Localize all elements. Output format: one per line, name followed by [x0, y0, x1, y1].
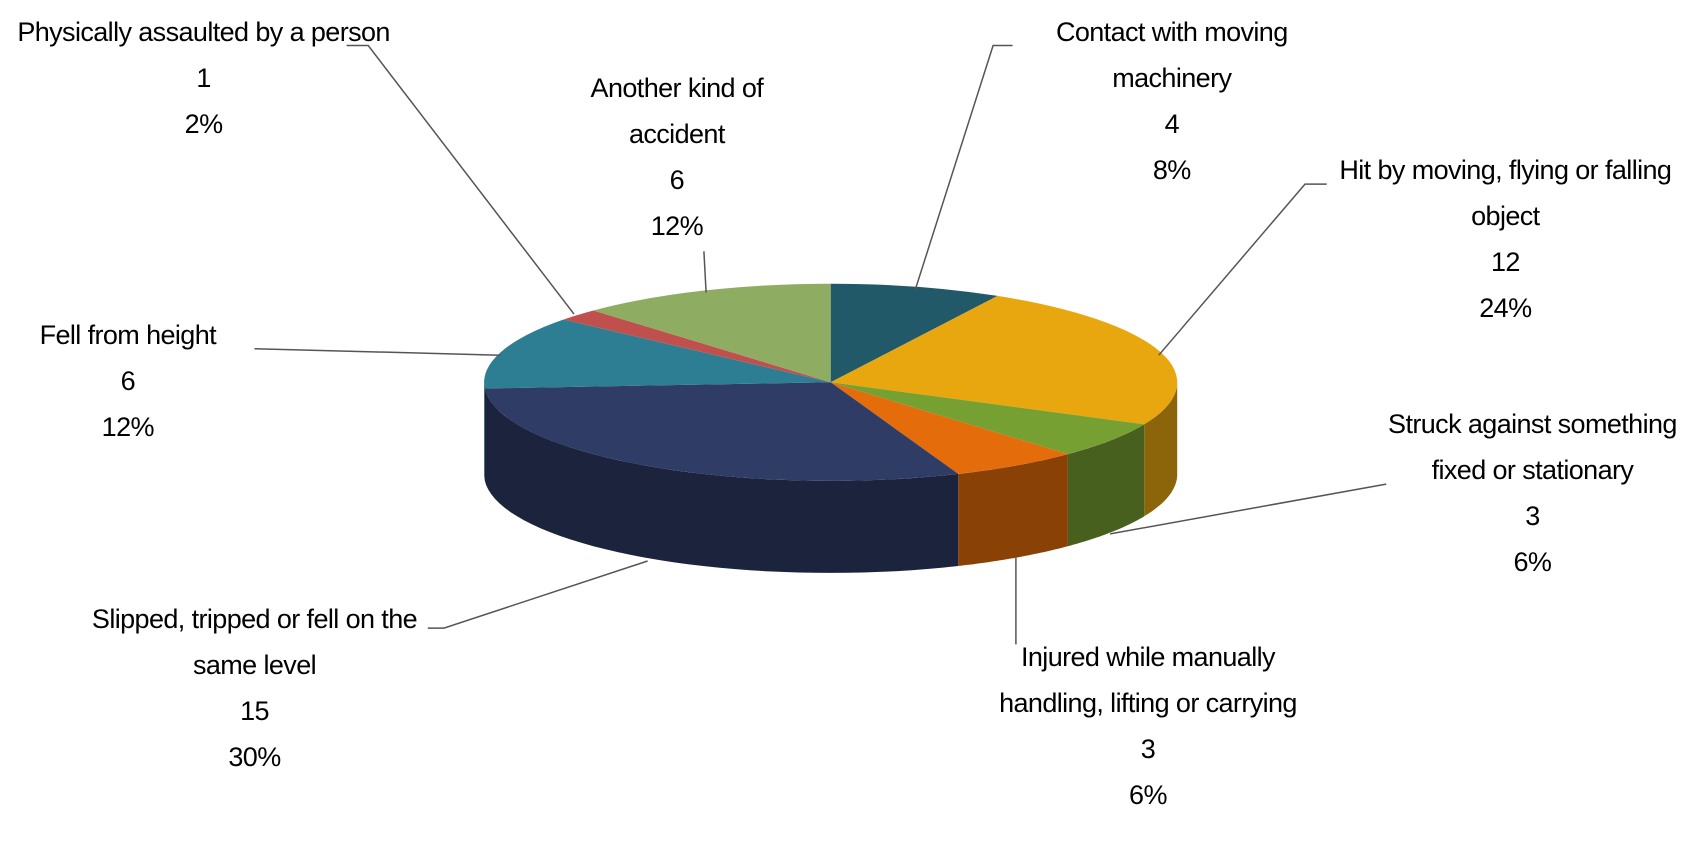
- value-label: 15: [240, 695, 269, 726]
- category-label: Contact with moving machinery: [1055, 16, 1288, 93]
- data-label: Hit by moving, flying or falling object 1…: [1319, 147, 1693, 331]
- category-label: Struck against something fixed or statio…: [1388, 408, 1677, 485]
- data-label: Contact with moving machinery 4 8%: [1004, 9, 1340, 193]
- data-label: Physically assaulted by a person 1 2%: [11, 9, 395, 147]
- category-label: Slipped, tripped or fell on the same lev…: [91, 603, 418, 680]
- percent-label: 12%: [101, 411, 155, 442]
- slice-side: [1067, 424, 1145, 547]
- data-label: Slipped, tripped or fell on the same lev…: [76, 596, 433, 780]
- leader-line: [703, 251, 707, 293]
- value-label: 12: [1490, 247, 1520, 278]
- category-label: Physically assaulted by a person: [17, 16, 390, 47]
- value-label: 3: [1525, 500, 1540, 531]
- value-label: 4: [1164, 108, 1180, 139]
- category-label: Hit by moving, flying or falling object: [1339, 155, 1672, 232]
- slice-side: [484, 382, 485, 481]
- slice: [830, 382, 1068, 474]
- data-label: Injured while manually handling, lifting…: [969, 634, 1326, 818]
- category-label: Fell from height: [39, 319, 217, 350]
- slice-side: [484, 388, 959, 573]
- value-label: 1: [196, 62, 211, 93]
- percent-label: 2%: [184, 108, 223, 139]
- value-label: 6: [669, 164, 685, 195]
- leader-line: [346, 44, 575, 315]
- leader-line: [1158, 183, 1327, 356]
- slice-side: [1144, 382, 1178, 517]
- percent-label: 12%: [650, 210, 704, 241]
- leader-line: [254, 347, 501, 356]
- slice: [484, 382, 959, 481]
- percent-label: 8%: [1152, 154, 1191, 185]
- data-label: Fell from height 6 12%: [0, 312, 269, 450]
- slice-side: [958, 454, 1068, 566]
- value-label: 3: [1140, 733, 1156, 764]
- value-label: 6: [120, 365, 136, 396]
- percent-label: 6%: [1513, 546, 1552, 577]
- slice: [563, 310, 831, 383]
- leader-line: [427, 560, 648, 629]
- slice: [830, 283, 998, 383]
- slice: [830, 295, 1178, 425]
- percent-label: 6%: [1129, 779, 1167, 810]
- category-label: Injured while manually handling, lifting…: [999, 641, 1297, 718]
- slice: [830, 382, 1145, 455]
- percent-label: 30%: [228, 741, 281, 772]
- slice: [484, 319, 831, 389]
- slice: [593, 283, 831, 383]
- leader-line: [1109, 483, 1387, 535]
- data-label: Struck against something fixed or statio…: [1378, 401, 1687, 585]
- percent-label: 24%: [1479, 293, 1532, 324]
- data-label: Another kind of accident 6 12%: [547, 65, 807, 249]
- leader-line: [914, 44, 1013, 291]
- category-label: Another kind of accident: [590, 72, 764, 149]
